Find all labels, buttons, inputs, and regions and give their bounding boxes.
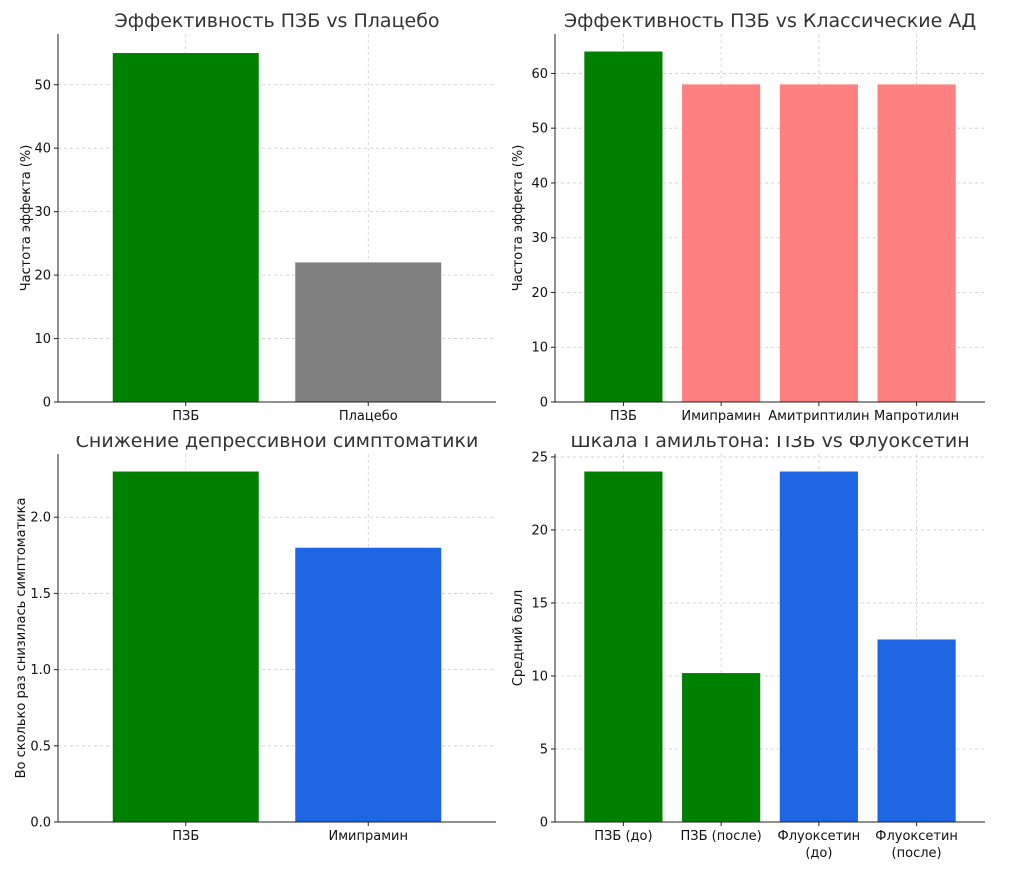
y-axis-label: Средний балл (512, 590, 526, 686)
bar (112, 53, 259, 402)
y-axis-label: Во сколько раз снизилась симптоматика (14, 498, 29, 779)
x-tick-label: Флуоксетин (875, 829, 958, 844)
y-tick-label: 5 (540, 742, 548, 757)
x-tick-label: Амитриптилин (768, 409, 869, 424)
y-tick-label: 40 (34, 142, 51, 157)
y-tick-label: 0 (43, 396, 51, 411)
chart-title: Эффективность ПЗБ vs Классические АД (564, 10, 976, 32)
y-tick-label: 0 (540, 816, 548, 831)
y-tick-label: 50 (531, 122, 548, 137)
y-tick-label: 10 (34, 332, 51, 347)
chart-panel-hamilton: Шкала Гамильтона: ПЗБ vs Флуоксетин Средн… (511, 430, 1024, 873)
bar (295, 547, 442, 822)
y-tick-label: 1.5 (30, 587, 51, 602)
x-tick-label: ПЗБ (172, 409, 199, 424)
x-tick-label: (после) (892, 846, 942, 861)
x-tick-label: ПЗБ (610, 409, 637, 424)
y-tick-label: 0.5 (30, 739, 51, 754)
chart-title: Эффективность ПЗБ vs Плацебо (114, 10, 439, 32)
y-tick-label: 50 (34, 78, 51, 93)
y-tick-label: 20 (531, 286, 548, 301)
chart-title: Шкала Гамильтона: ПЗБ vs Флуоксетин (570, 436, 969, 452)
bar (584, 471, 663, 822)
y-tick-label: 30 (34, 205, 51, 220)
x-tick-label: Плацебо (339, 409, 398, 424)
y-axis-label: Частота эффекта (%) (19, 145, 34, 292)
y-tick-label: 30 (531, 231, 548, 246)
bar (779, 471, 858, 822)
y-tick-label: 0 (540, 396, 548, 411)
y-tick-label: 60 (531, 67, 548, 82)
y-tick-label: 2.0 (30, 511, 51, 526)
bar (779, 84, 858, 402)
bar (682, 84, 761, 402)
y-axis-label: Частота эффекта (%) (512, 145, 526, 292)
chart-panel-placebo: Эффективность ПЗБ vs Плацебо Частота эффе… (0, 0, 512, 436)
x-tick-label: Флуоксетин (778, 829, 861, 844)
y-tick-label: 20 (34, 269, 51, 284)
x-tick-label: ПЗБ (после) (681, 829, 762, 844)
y-tick-label: 10 (531, 341, 548, 356)
x-tick-label: ПЗБ (172, 829, 199, 844)
chart-hamilton-scale: Шкала Гамильтона: ПЗБ vs Флуоксетин Средн… (511, 430, 985, 861)
x-tick-label: (до) (805, 846, 832, 861)
chart-symptom-reduction: Снижение депрессивной симптоматики Во ско… (14, 430, 496, 844)
bar (112, 471, 259, 822)
x-tick-label: Имипрамин (681, 409, 760, 424)
bar (295, 262, 442, 402)
chart-panel-symptom-reduction: Снижение депрессивной симптоматики Во ско… (0, 430, 512, 873)
chart-panel-classic-ad: Эффективность ПЗБ vs Классические АД Част… (511, 0, 1024, 436)
y-tick-label: 40 (531, 176, 548, 191)
x-tick-label: Имипрамин (329, 829, 408, 844)
bar (877, 84, 956, 402)
y-tick-label: 10 (531, 669, 548, 684)
x-tick-label: ПЗБ (до) (594, 829, 652, 844)
y-tick-label: 25 (531, 450, 548, 465)
y-tick-label: 15 (531, 596, 548, 611)
y-tick-label: 0.0 (30, 816, 51, 831)
bar (877, 639, 956, 822)
x-tick-label: Мапротилин (874, 409, 959, 424)
chart-efficacy-vs-placebo: Эффективность ПЗБ vs Плацебо Частота эффе… (19, 10, 496, 424)
chart-efficacy-vs-classic-ad: Эффективность ПЗБ vs Классические АД Част… (511, 10, 985, 424)
chart-title: Снижение депрессивной симптоматики (76, 436, 479, 452)
y-tick-label: 20 (531, 523, 548, 538)
bar (584, 51, 663, 403)
y-tick-label: 1.0 (30, 663, 51, 678)
bar (682, 673, 761, 822)
